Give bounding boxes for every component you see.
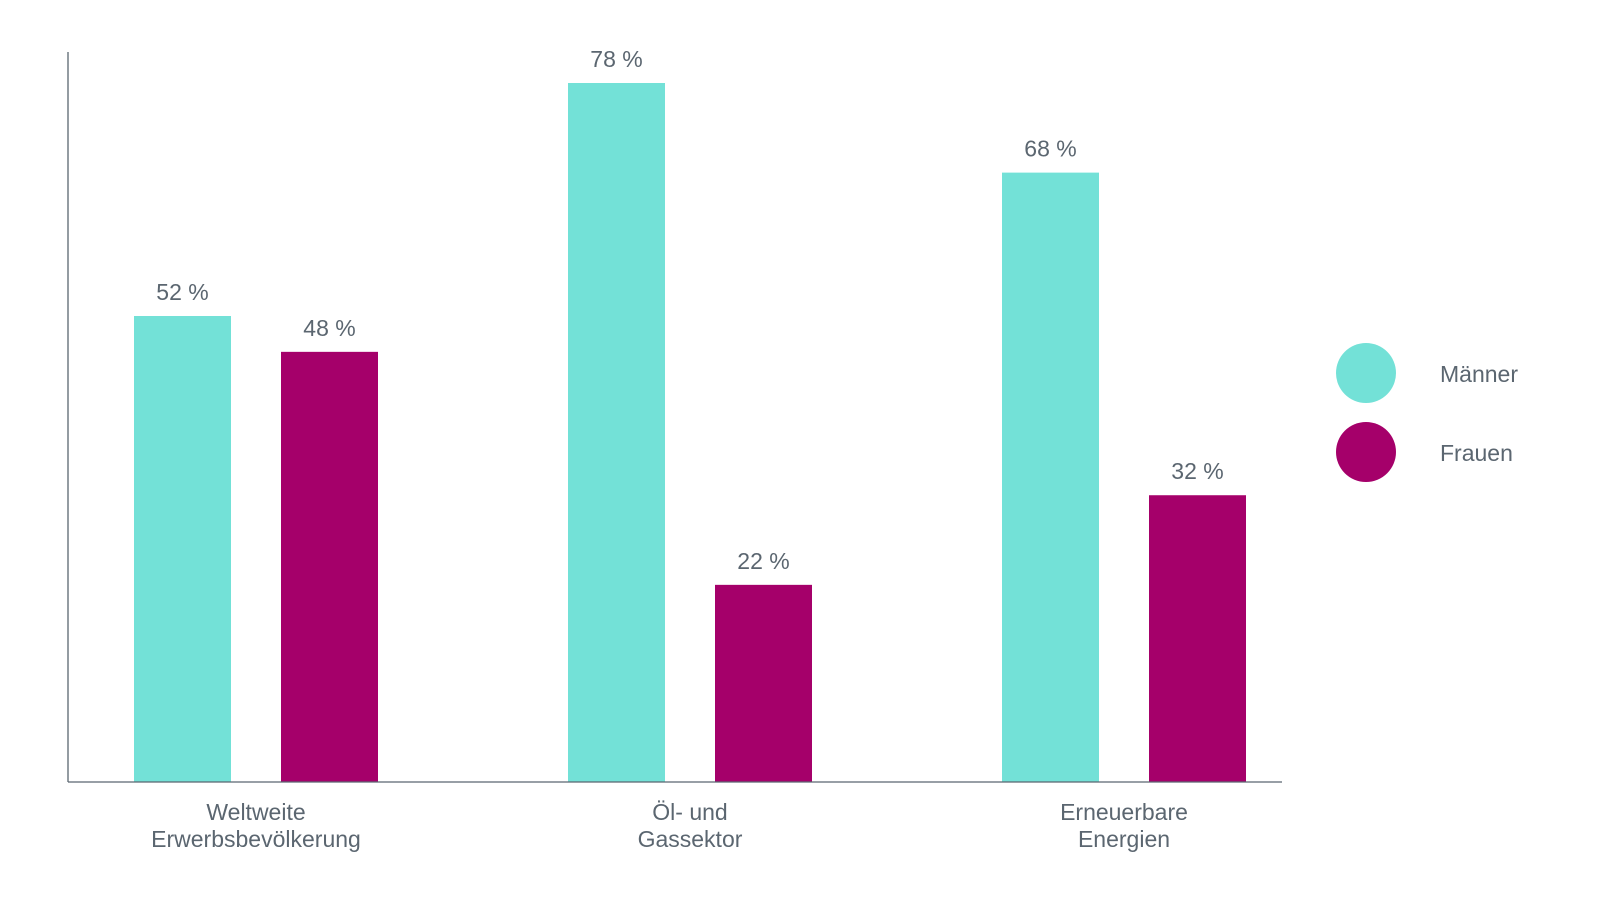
- data-labels-layer: 52 % 48 % 78 % 22 % 68 % 32 %: [156, 46, 1223, 574]
- axes-layer: [67, 52, 1282, 783]
- data-label: 32 %: [1171, 458, 1223, 484]
- data-label: 52 %: [156, 279, 208, 305]
- bar-maenner-0: [134, 316, 231, 782]
- legend-swatch: [1336, 422, 1396, 482]
- x-tick-label-line: Erneuerbare: [1060, 799, 1188, 825]
- legend-label: Frauen: [1440, 440, 1513, 466]
- bars-layer: [134, 83, 1246, 783]
- x-tick-label-line: Gassektor: [638, 826, 743, 852]
- data-label: 68 %: [1024, 136, 1076, 162]
- data-label: 22 %: [737, 548, 789, 574]
- data-label: 48 %: [303, 315, 355, 341]
- x-tick-label-line: Öl- und: [652, 799, 727, 825]
- legend-item-frauen: Frauen: [1336, 422, 1513, 482]
- x-tick-label: Erneuerbare Energien: [1060, 799, 1188, 852]
- bar-frauen-0: [281, 351, 378, 782]
- bar-frauen-1: [715, 584, 812, 782]
- x-tick-label: Öl- und Gassektor: [638, 799, 743, 852]
- data-label: 78 %: [590, 46, 642, 72]
- bar-frauen-2: [1149, 495, 1246, 782]
- x-tick-label-line: Erwerbsbevölkerung: [151, 826, 361, 852]
- legend-item-maenner: Männer: [1336, 343, 1518, 403]
- legend: Männer Frauen: [1336, 343, 1518, 482]
- bar-maenner-1: [568, 83, 665, 782]
- x-tick-labels-layer: Weltweite Erwerbsbevölkerung Öl- und Gassek…: [151, 799, 1188, 852]
- legend-label: Männer: [1440, 361, 1518, 387]
- x-tick-label-line: Energien: [1078, 826, 1170, 852]
- x-tick-label: Weltweite Erwerbsbevölkerung: [151, 799, 361, 852]
- legend-swatch: [1336, 343, 1396, 403]
- x-tick-label-line: Weltweite: [206, 799, 305, 825]
- bar-maenner-2: [1002, 172, 1099, 783]
